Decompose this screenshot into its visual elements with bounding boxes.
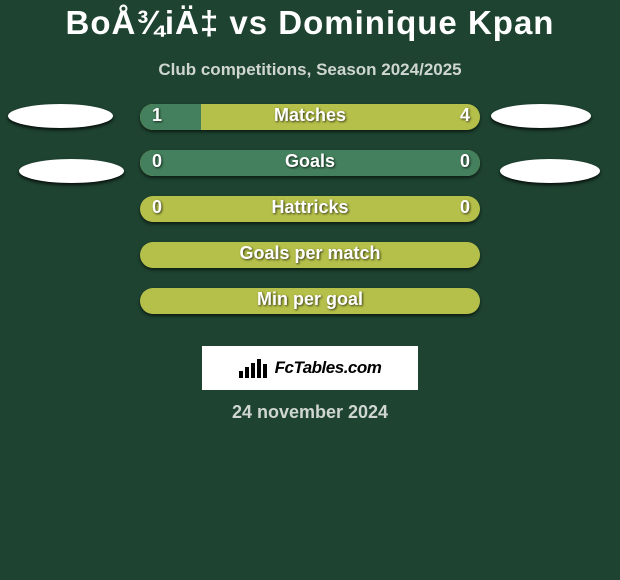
- comparison-row-goals: 00Goals: [0, 150, 620, 196]
- page-title: BoÅ¾iÄ‡ vs Dominique Kpan: [0, 4, 620, 42]
- comparison-row-matches: 14Matches: [0, 104, 620, 150]
- comparison-row-hattricks: 00Hattricks: [0, 196, 620, 242]
- stat-label: Hattricks: [140, 197, 480, 218]
- comparison-row-goals-per-match: Goals per match: [0, 242, 620, 288]
- date-label: 24 november 2024: [0, 402, 620, 423]
- stat-label: Goals per match: [140, 243, 480, 264]
- fctables-logo[interactable]: FcTables.com: [202, 346, 418, 390]
- stat-label: Min per goal: [140, 289, 480, 310]
- stat-label: Matches: [140, 105, 480, 126]
- logo-text: FcTables.com: [275, 358, 382, 378]
- logo-bar-icon: [239, 358, 269, 378]
- subtitle: Club competitions, Season 2024/2025: [0, 60, 620, 80]
- comparison-area: 14Matches00Goals00HattricksGoals per mat…: [0, 104, 620, 334]
- comparison-row-min-per-goal: Min per goal: [0, 288, 620, 334]
- stat-label: Goals: [140, 151, 480, 172]
- comparison-bars: 14Matches00Goals00HattricksGoals per mat…: [0, 104, 620, 334]
